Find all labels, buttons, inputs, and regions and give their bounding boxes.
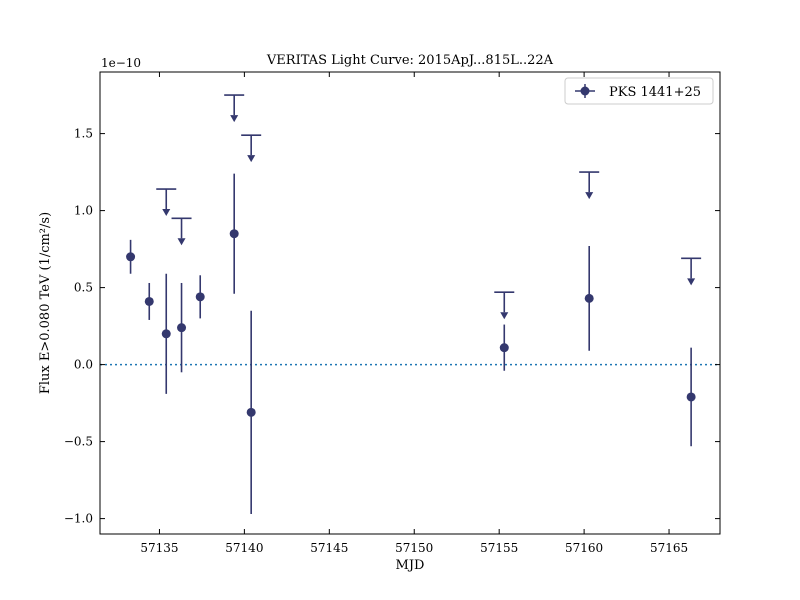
x-tick-label: 57160	[565, 541, 603, 555]
legend-box	[564, 77, 714, 105]
y-axis-label: Flux E>0.080 TeV (1/cm²/s)	[38, 212, 53, 394]
legend: PKS 1441+25	[564, 77, 714, 105]
x-tick-label: 57145	[310, 541, 348, 555]
upper-limit-arrowhead	[687, 278, 696, 286]
upper-limit-arrowhead	[500, 312, 509, 320]
x-tick-label: 57155	[480, 541, 518, 555]
data-point	[686, 392, 696, 402]
y-tick-label: 1.0	[74, 204, 93, 218]
upper-limit-arrowhead	[585, 192, 594, 200]
x-tick-label: 57135	[140, 541, 178, 555]
upper-limit-arrowhead	[247, 155, 256, 163]
axes-frame	[99, 71, 721, 535]
upper-limit-arrowhead	[230, 115, 239, 123]
chart-title: VERITAS Light Curve: 2015ApJ...815L..22A	[266, 53, 554, 68]
data-points-group	[126, 94, 702, 514]
y-tick-label: 1.5	[74, 127, 93, 141]
legend-label: PKS 1441+25	[609, 85, 701, 100]
upper-limit-arrowhead	[177, 238, 186, 246]
data-point	[161, 329, 171, 339]
data-point	[195, 292, 205, 302]
axis-ticks-group: 57135 57140 57145 57150 57155 57160 57165 −1.0 −…	[64, 72, 720, 555]
y-tick-label: 0.5	[74, 281, 93, 295]
legend-point-marker	[580, 86, 590, 96]
y-tick-label: −0.5	[64, 435, 93, 449]
y-tick-label: 0.0	[74, 358, 93, 372]
data-point	[126, 252, 136, 262]
x-tick-label: 57150	[395, 541, 433, 555]
data-point	[584, 293, 594, 303]
x-tick-label: 57140	[225, 541, 263, 555]
y-tick-label: −1.0	[64, 512, 93, 526]
data-point	[144, 296, 154, 306]
data-point	[177, 323, 187, 333]
upper-limit-arrowhead	[162, 209, 171, 217]
data-point	[229, 229, 239, 239]
data-point	[246, 407, 256, 417]
x-tick-label: 57165	[650, 541, 688, 555]
data-point	[499, 343, 509, 353]
x-axis-label: MJD	[396, 558, 425, 573]
y-scale-label: 1e−10	[101, 56, 141, 70]
